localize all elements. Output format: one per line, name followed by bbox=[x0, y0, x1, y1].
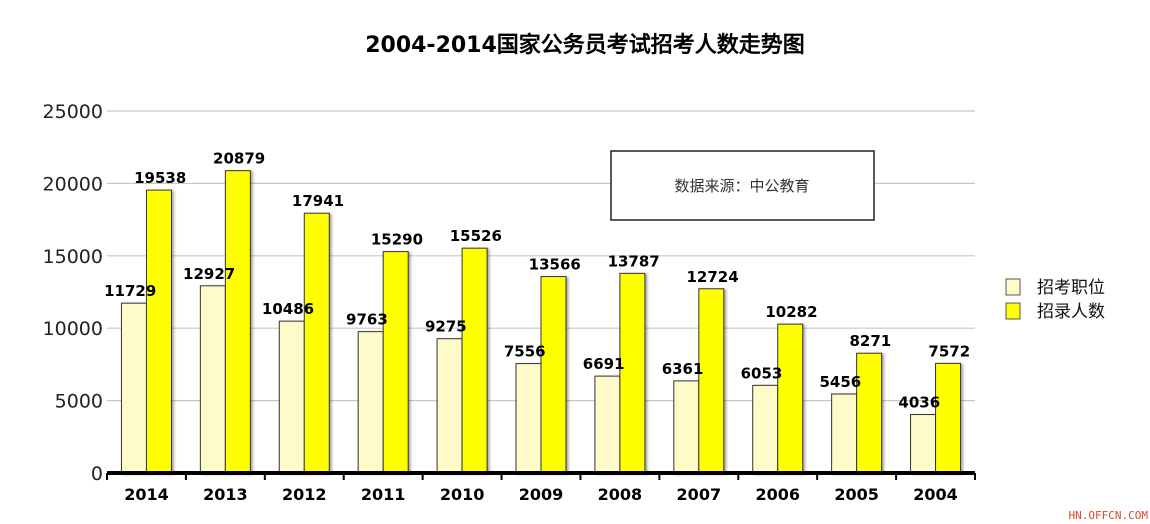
bar-recruits-2010 bbox=[461, 247, 488, 474]
bar-positions-2010 bbox=[436, 338, 463, 474]
data-label: 12927 bbox=[183, 265, 235, 283]
x-tick-label: 2014 bbox=[124, 485, 169, 504]
x-tick-label: 2012 bbox=[282, 485, 327, 504]
chart-title: 2004-2014国家公务员考试招考人数走势图 bbox=[365, 32, 805, 58]
data-label: 13566 bbox=[529, 256, 581, 274]
source-annotation-box: 数据来源：中公教育 bbox=[610, 150, 875, 221]
y-axis-ticks: 0 5000 10000 15000 20000 25000 bbox=[43, 101, 103, 485]
data-label: 7572 bbox=[928, 342, 970, 360]
data-label: 19538 bbox=[134, 169, 186, 187]
x-tick-label: 2005 bbox=[834, 485, 879, 504]
data-label: 10486 bbox=[262, 300, 314, 318]
data-label: 17941 bbox=[292, 192, 344, 210]
data-label: 15526 bbox=[450, 227, 502, 245]
annotation-border bbox=[610, 150, 875, 221]
data-label: 9275 bbox=[425, 318, 467, 336]
bar-recruits-2004 bbox=[935, 362, 962, 474]
x-tick-label: 2010 bbox=[440, 485, 485, 504]
bar-recruits-2006 bbox=[777, 323, 804, 474]
data-label: 6361 bbox=[662, 360, 704, 378]
x-tick-label: 2011 bbox=[361, 485, 406, 504]
data-label: 12724 bbox=[686, 268, 738, 286]
bar-recruits-2009 bbox=[540, 276, 567, 474]
y-tick-label: 0 bbox=[91, 463, 103, 485]
legend-swatch bbox=[1005, 278, 1021, 296]
watermark: HN.OFFCN.COM bbox=[1069, 509, 1149, 522]
bar-positions-2009 bbox=[515, 363, 542, 474]
bars bbox=[120, 170, 962, 474]
y-tick-label: 20000 bbox=[43, 173, 103, 195]
y-tick-label: 25000 bbox=[43, 101, 103, 123]
x-tick-label: 2009 bbox=[519, 485, 564, 504]
data-label: 4036 bbox=[898, 394, 940, 412]
bar-recruits-2005 bbox=[856, 352, 883, 474]
bar-positions-2011 bbox=[357, 331, 384, 474]
x-tick-label: 2007 bbox=[677, 485, 722, 504]
data-label: 6691 bbox=[583, 355, 625, 373]
x-tick-label: 2013 bbox=[203, 485, 248, 504]
bar-positions-2014 bbox=[120, 302, 147, 474]
bar-positions-2008 bbox=[594, 375, 621, 474]
bar-positions-2007 bbox=[673, 380, 700, 474]
bar-positions-2004 bbox=[910, 414, 937, 474]
bar-positions-2013 bbox=[199, 285, 226, 474]
data-label: 15290 bbox=[371, 231, 423, 249]
bar-recruits-2008 bbox=[619, 272, 646, 474]
y-tick-label: 10000 bbox=[43, 318, 103, 340]
data-label: 7556 bbox=[504, 343, 546, 361]
x-axis-ticks: 2014 2013 2012 2011 2010 2009 2008 2007 2006 2005… bbox=[106, 473, 976, 504]
bar-positions-2005 bbox=[831, 393, 858, 474]
x-tick-label: 2004 bbox=[913, 485, 958, 504]
annotation-text: 数据来源：中公教育 bbox=[674, 177, 809, 195]
legend-label: 招录人数 bbox=[1037, 302, 1105, 322]
legend-label: 招考职位 bbox=[1037, 278, 1105, 298]
bar-recruits-2011 bbox=[382, 251, 409, 474]
data-label: 13787 bbox=[608, 252, 660, 270]
bar-recruits-2014 bbox=[145, 189, 172, 474]
bar-recruits-2013 bbox=[224, 170, 251, 474]
y-tick-label: 15000 bbox=[43, 246, 103, 268]
data-label: 10282 bbox=[765, 303, 817, 321]
x-tick-label: 2008 bbox=[598, 485, 643, 504]
data-label: 6053 bbox=[741, 364, 783, 382]
bar-recruits-2012 bbox=[303, 212, 330, 474]
data-labels: 11729 19538 12927 20879 10486 17941 9763 15290 9… bbox=[104, 150, 970, 412]
data-label: 11729 bbox=[104, 282, 156, 300]
bar-recruits-2007 bbox=[698, 288, 725, 474]
legend-swatch bbox=[1005, 302, 1021, 320]
bar-positions-2012 bbox=[278, 320, 305, 474]
data-label: 9763 bbox=[346, 311, 388, 329]
bar-positions-2006 bbox=[752, 384, 779, 474]
data-label: 20879 bbox=[213, 150, 265, 168]
x-tick-label: 2006 bbox=[755, 485, 800, 504]
data-label: 8271 bbox=[850, 332, 892, 350]
data-label: 5456 bbox=[820, 373, 862, 391]
y-tick-label: 5000 bbox=[55, 391, 103, 413]
